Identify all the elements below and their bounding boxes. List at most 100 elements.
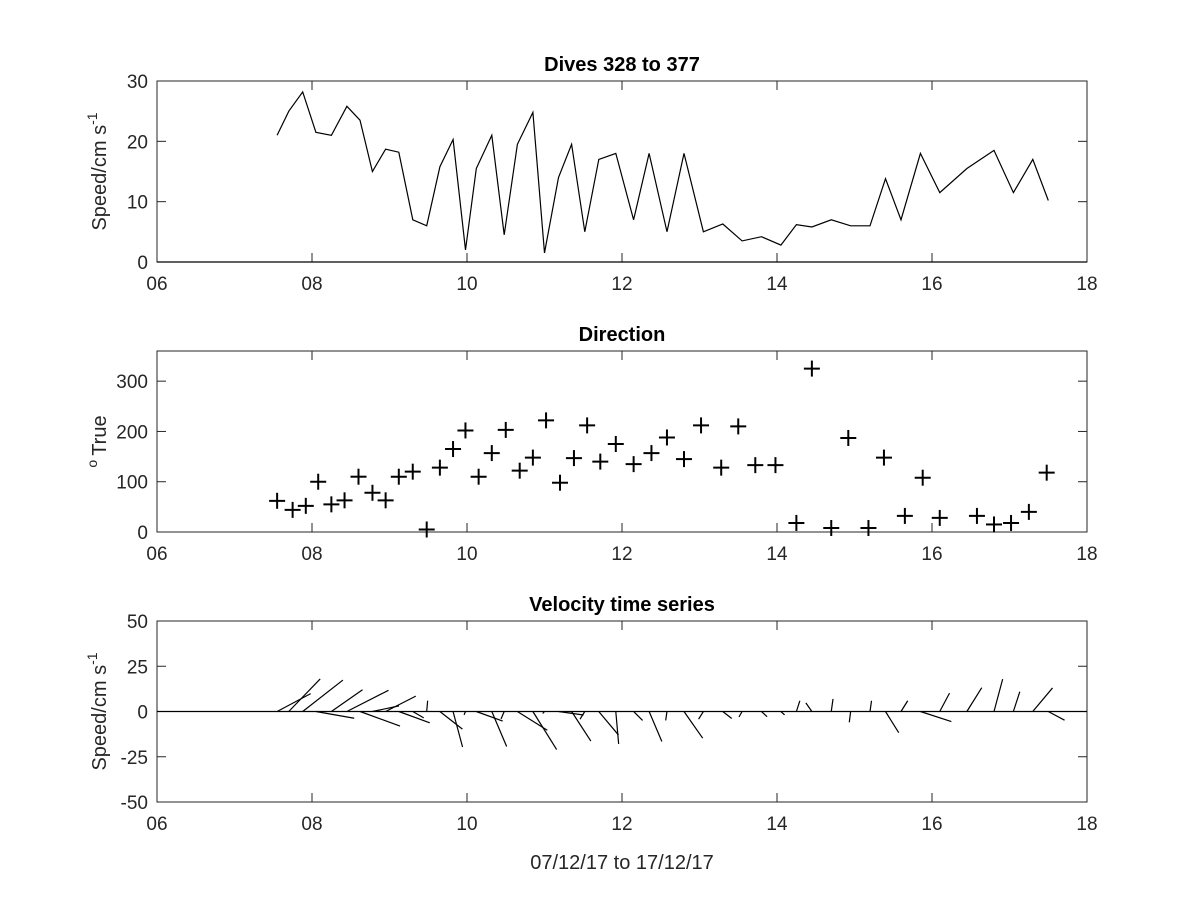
speed-x-tick-label: 08 (301, 274, 322, 295)
speed-y-tick-label: 0 (137, 253, 148, 274)
direction-point (767, 457, 784, 474)
direction-point (931, 509, 948, 526)
direction-title: Direction (579, 324, 666, 346)
speed-panel: 06 08 10 12 14 16 18 0 10 20 30 Dives 328 to 377 Spe… (84, 54, 1098, 295)
velocity-stick (426, 700, 429, 712)
velocity-stick (412, 710, 425, 719)
direction-point (676, 451, 692, 468)
direction-x-tick-label: 08 (301, 544, 322, 565)
velocity-stick (722, 711, 733, 719)
velocity-stick (633, 711, 644, 721)
direction-point (284, 501, 301, 518)
velocity-title: Velocity time series (529, 594, 715, 616)
direction-point (1020, 503, 1037, 520)
velocity-y-tick-label: 25 (127, 657, 148, 678)
direction-point (579, 417, 596, 434)
direction-y-label-sup: o (84, 460, 100, 468)
velocity-stick (532, 711, 558, 750)
direction-x-tick-label: 06 (146, 544, 167, 565)
direction-x-tick-label: 16 (921, 544, 942, 565)
velocity-stick (385, 695, 417, 713)
velocity-y-label-main: Speed/cm s (89, 665, 111, 771)
velocity-stick (500, 711, 505, 720)
velocity-x-tick-label: 16 (921, 814, 942, 835)
velocity-stick (993, 679, 1004, 712)
direction-point (693, 417, 710, 434)
velocity-x-tick-label: 12 (611, 814, 632, 835)
velocity-stick (302, 679, 344, 712)
direction-point (625, 456, 642, 473)
velocity-y-label: Speed/cm s-1 (84, 652, 111, 770)
speed-x-tick-label: 12 (611, 274, 632, 295)
velocity-stick (1032, 687, 1053, 712)
direction-x-tick-label: 14 (766, 544, 788, 565)
velocity-y-tick-label: 50 (127, 612, 148, 633)
velocity-stick (476, 710, 503, 722)
direction-point (538, 412, 555, 429)
direction-point (404, 463, 421, 480)
direction-point (914, 469, 931, 486)
direction-point (860, 519, 877, 536)
velocity-stick (869, 700, 873, 712)
velocity-stick (966, 687, 983, 712)
direction-point (431, 459, 448, 476)
direction-point (336, 492, 353, 509)
velocity-stick (331, 689, 363, 712)
velocity-stick (463, 711, 467, 716)
direction-point (297, 497, 314, 514)
direction-point (565, 450, 582, 467)
direction-point (713, 459, 730, 476)
velocity-stick (683, 711, 704, 739)
direction-point (803, 360, 820, 377)
direction-point (310, 473, 327, 490)
direction-x-tick-label: 18 (1076, 544, 1097, 565)
direction-x-tick-label: 12 (611, 544, 632, 565)
x-axis-label: 07/12/17 to 17/12/17 (530, 852, 714, 874)
direction-point (390, 468, 407, 485)
direction-point (483, 445, 500, 462)
velocity-stick (884, 711, 900, 734)
velocity-stick (795, 700, 801, 712)
direction-point (747, 457, 764, 474)
direction-point (418, 521, 435, 538)
direction-point (968, 507, 985, 524)
velocity-stick (398, 710, 430, 724)
direction-point (788, 514, 805, 531)
speed-x-tick-label: 06 (146, 274, 167, 295)
direction-point (457, 422, 474, 439)
direction-point (607, 436, 624, 453)
velocity-stick (780, 711, 785, 716)
speed-y-tick-label: 30 (127, 72, 148, 93)
velocity-x-tick-label: 14 (766, 814, 788, 835)
velocity-stick (571, 711, 592, 742)
velocity-x-tick-label: 10 (456, 814, 477, 835)
direction-point (1003, 514, 1020, 531)
velocity-stick (1012, 691, 1021, 712)
direction-y-tick-label: 200 (116, 422, 148, 443)
velocity-stick (939, 692, 951, 712)
velocity-stick (805, 702, 813, 712)
velocity-stick (579, 711, 586, 720)
direction-point (511, 462, 528, 479)
speed-y-tick-label: 10 (127, 193, 148, 214)
velocity-panel: 06 08 10 12 14 16 18 -50 -25 0 25 50 Velocity time s… (84, 594, 1098, 835)
direction-point (730, 418, 747, 435)
velocity-y-label-sup: -1 (84, 652, 100, 665)
velocity-stick (346, 689, 389, 713)
direction-point (269, 492, 286, 509)
velocity-stick (276, 693, 311, 713)
direction-y-tick-label: 300 (116, 372, 148, 393)
direction-panel: 06 08 10 12 14 16 18 0 100 200 300 Direction o True (84, 324, 1098, 565)
velocity-stick (315, 710, 355, 719)
velocity-x-tick-label: 06 (146, 814, 167, 835)
velocity-stick (491, 711, 508, 747)
speed-y-label-sup: -1 (84, 112, 100, 125)
direction-point (986, 516, 1002, 533)
direction-point (524, 449, 541, 466)
direction-point (658, 429, 675, 446)
direction-point (875, 449, 892, 466)
speed-series-line (276, 90, 1049, 254)
direction-y-label-main: True (89, 415, 111, 455)
